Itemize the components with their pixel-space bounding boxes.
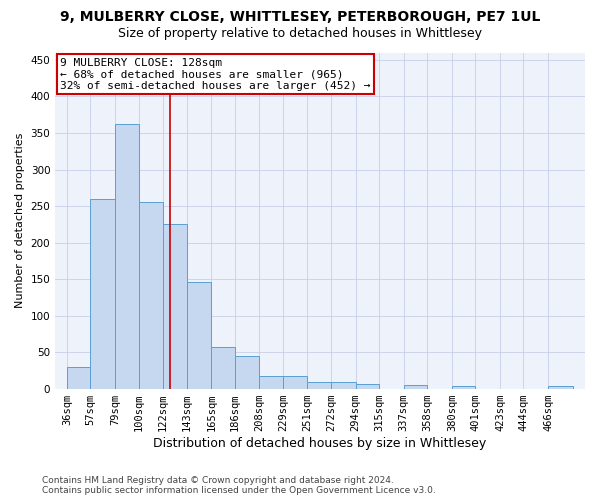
Text: Contains HM Land Registry data © Crown copyright and database right 2024.
Contai: Contains HM Land Registry data © Crown c… — [42, 476, 436, 495]
Bar — [235, 356, 259, 389]
Bar — [452, 386, 475, 389]
Text: 9, MULBERRY CLOSE, WHITTLESEY, PETERBOROUGH, PE7 1UL: 9, MULBERRY CLOSE, WHITTLESEY, PETERBORO… — [60, 10, 540, 24]
Bar — [307, 382, 331, 389]
Bar — [115, 124, 139, 389]
X-axis label: Distribution of detached houses by size in Whittlesey: Distribution of detached houses by size … — [154, 437, 487, 450]
Bar — [404, 384, 427, 389]
Bar — [139, 202, 163, 389]
Bar — [187, 282, 211, 389]
Y-axis label: Number of detached properties: Number of detached properties — [15, 133, 25, 308]
Bar — [67, 367, 91, 389]
Bar — [331, 382, 356, 389]
Bar — [356, 384, 379, 389]
Bar — [163, 224, 187, 389]
Bar — [283, 376, 307, 389]
Bar — [259, 376, 283, 389]
Text: 9 MULBERRY CLOSE: 128sqm
← 68% of detached houses are smaller (965)
32% of semi-: 9 MULBERRY CLOSE: 128sqm ← 68% of detach… — [61, 58, 371, 90]
Bar — [91, 199, 115, 389]
Bar — [211, 348, 235, 389]
Bar — [548, 386, 572, 389]
Text: Size of property relative to detached houses in Whittlesey: Size of property relative to detached ho… — [118, 28, 482, 40]
